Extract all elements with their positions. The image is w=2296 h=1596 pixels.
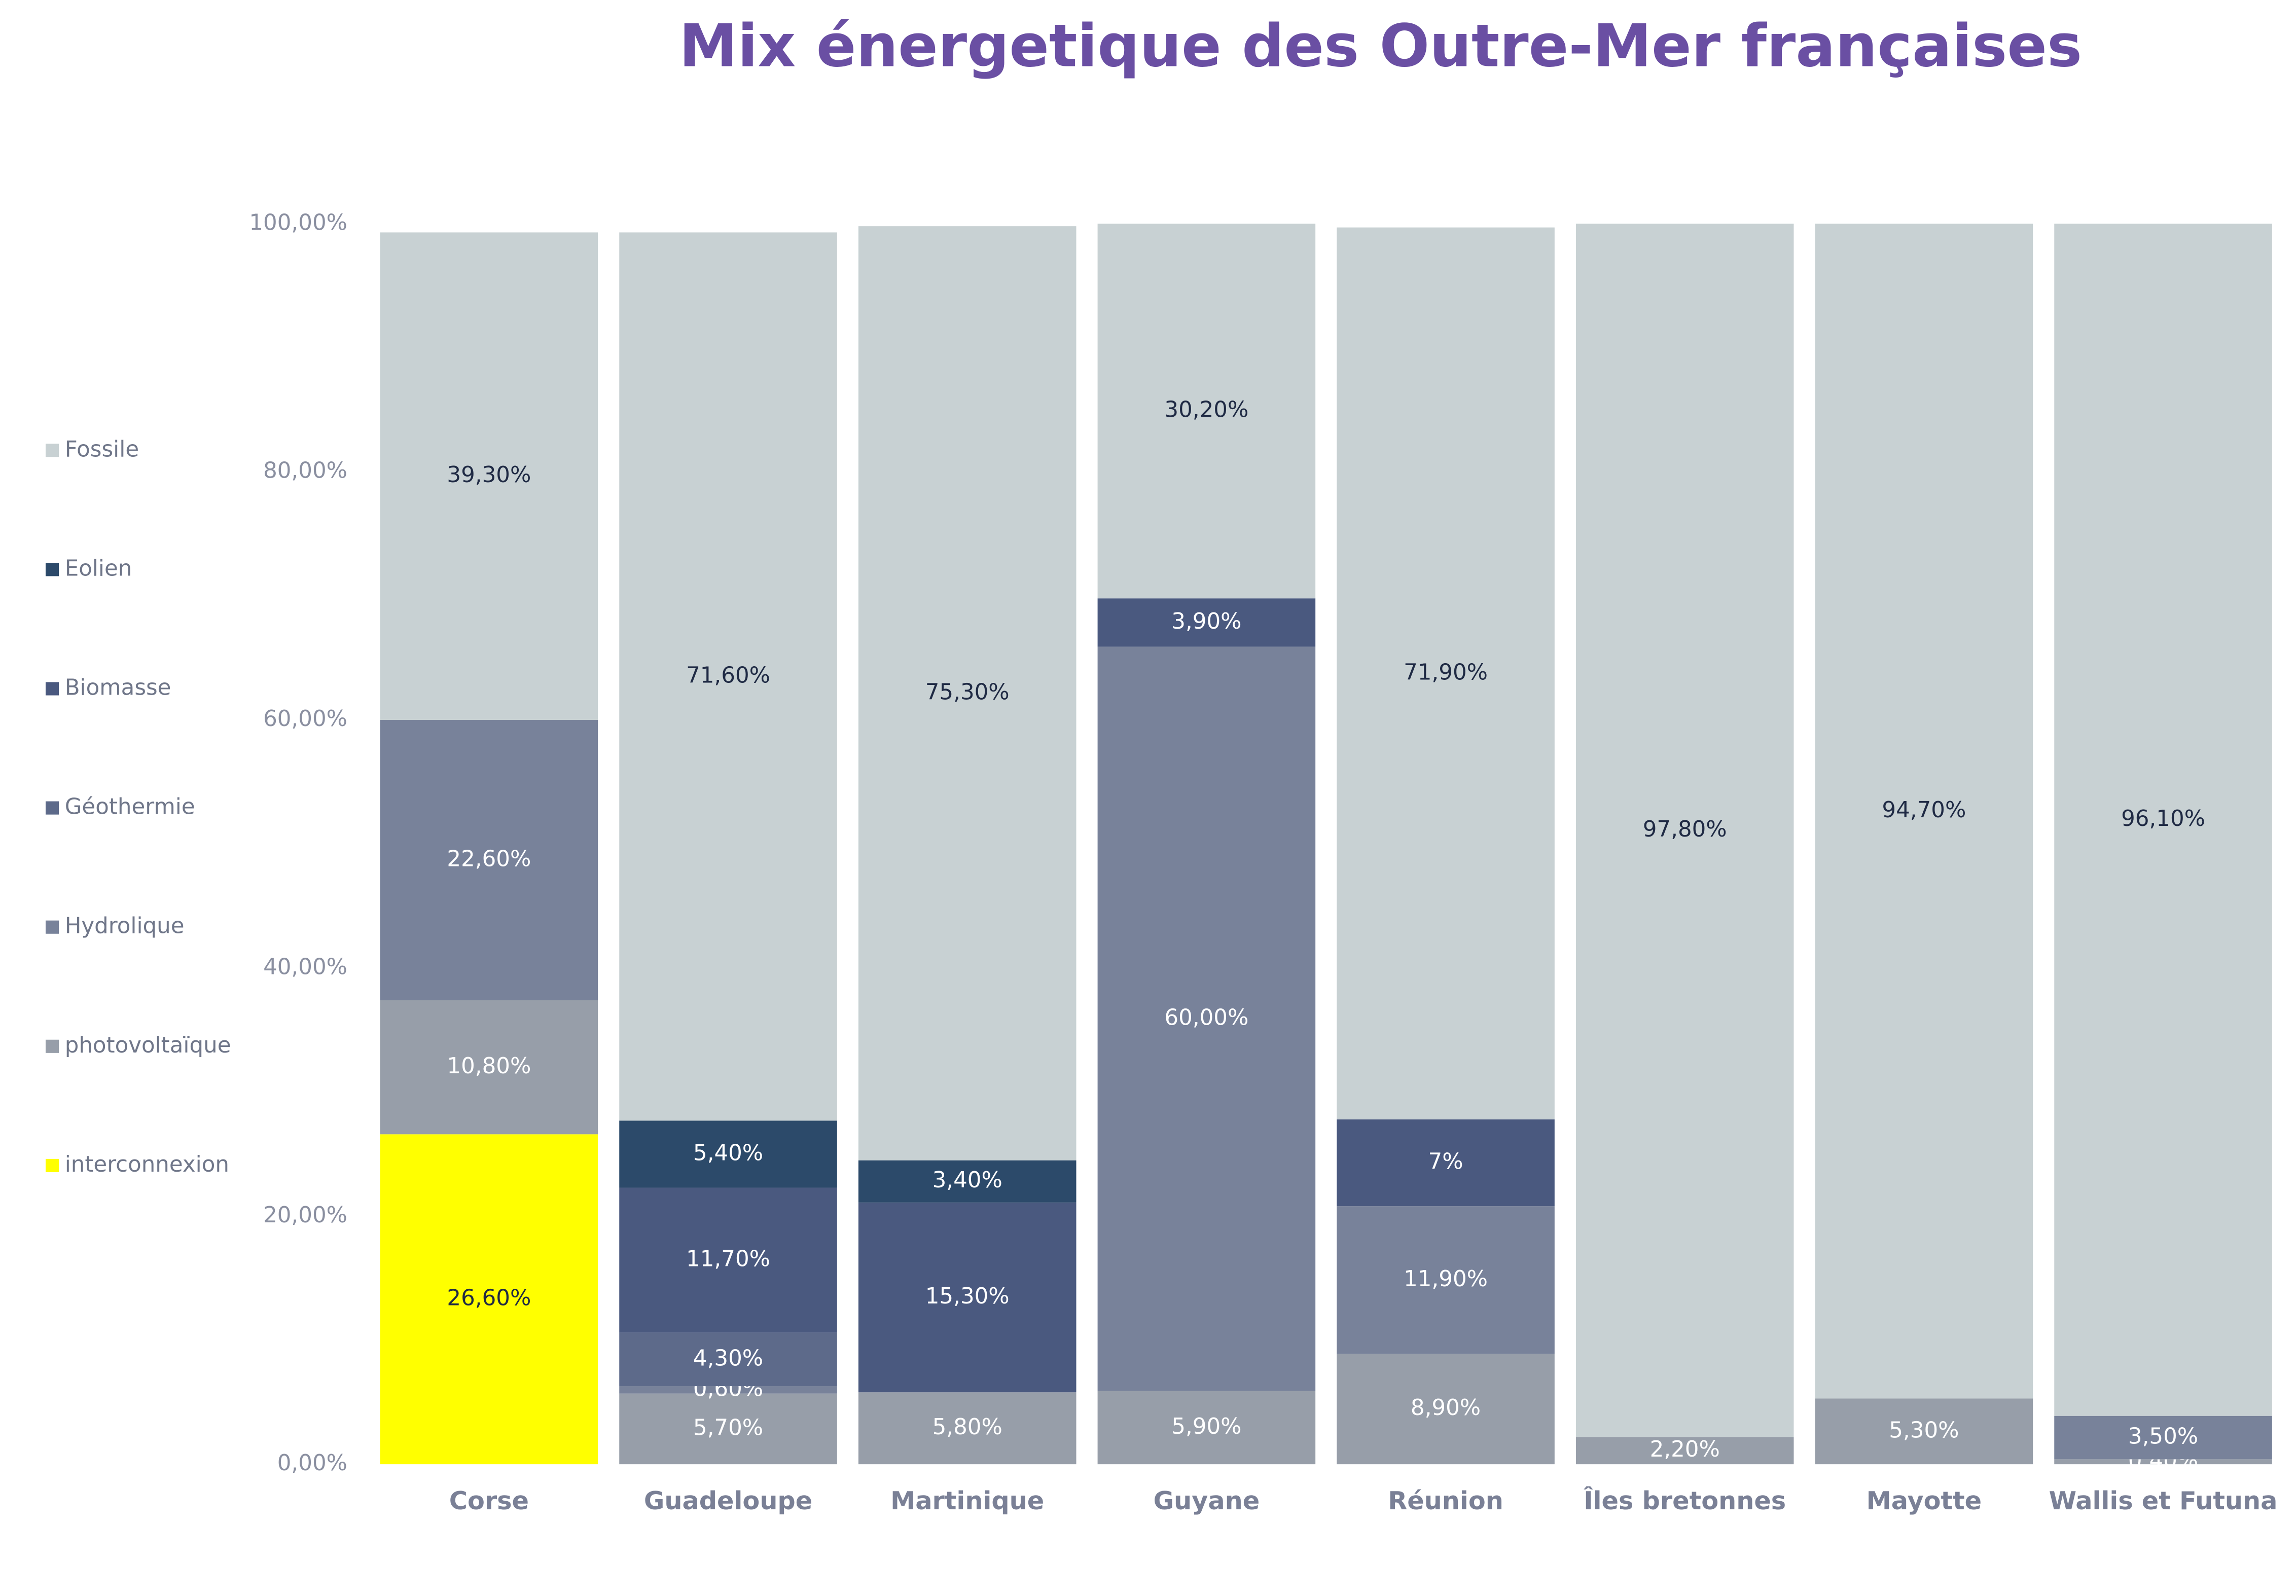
legend-label: Eolien — [65, 556, 132, 581]
value-label: 3,90% — [1171, 609, 1241, 634]
bar-segment — [1575, 224, 1794, 1437]
value-label: 7% — [1428, 1149, 1463, 1175]
legend-label: Fossile — [65, 437, 139, 462]
value-label: 22,60% — [447, 847, 531, 872]
value-label: 26,60% — [447, 1286, 531, 1311]
value-label: 60,00% — [1164, 1005, 1248, 1031]
y-tick-label: 80,00% — [263, 458, 347, 484]
bar-segment — [2054, 224, 2272, 1416]
legend-label: photovoltaïque — [65, 1033, 231, 1058]
legend-swatch — [45, 1158, 59, 1172]
y-tick-label: 40,00% — [263, 954, 347, 980]
value-label: 8,90% — [1411, 1395, 1481, 1421]
bar-segment — [619, 232, 837, 1121]
bar-segment — [380, 232, 598, 720]
bar-segment — [619, 1120, 837, 1188]
x-tick-label: Réunion — [1388, 1486, 1503, 1515]
y-tick-label: 100,00% — [249, 210, 347, 235]
value-label: 2,20% — [1650, 1437, 1720, 1462]
legend-swatch — [45, 801, 59, 815]
value-label: 71,60% — [686, 663, 770, 688]
bar-segment — [1337, 1354, 1555, 1465]
x-tick-label: Îles bretonnes — [1584, 1485, 1786, 1515]
value-label: 94,70% — [1882, 797, 1966, 823]
legend-swatch — [45, 563, 59, 576]
legend-label: Géothermie — [65, 794, 195, 820]
x-tick-label: Corse — [449, 1486, 529, 1515]
legend-label: Biomasse — [65, 675, 171, 700]
bar-segment — [2054, 1416, 2272, 1460]
value-label: 71,90% — [1404, 660, 1488, 685]
value-label: 3,50% — [2128, 1424, 2198, 1449]
legend-swatch — [45, 444, 59, 457]
legend-label: Hydrolique — [65, 914, 185, 939]
x-tick-label: Mayotte — [1867, 1486, 1982, 1515]
x-tick-label: Martinique — [890, 1486, 1044, 1515]
bar-segment — [1815, 1398, 2033, 1465]
value-label: 10,80% — [447, 1054, 531, 1079]
value-label: 39,30% — [447, 462, 531, 488]
bar-segment — [858, 226, 1077, 1160]
bar-segment — [858, 1160, 1077, 1203]
value-label: 3,40% — [932, 1168, 1002, 1193]
bar-segment — [619, 1393, 837, 1465]
value-label: 97,80% — [1643, 817, 1727, 842]
bar-segment — [380, 1134, 598, 1465]
bar-segment — [1815, 224, 2033, 1399]
bar-segment — [1097, 1391, 1316, 1465]
x-tick-label: Guyane — [1154, 1486, 1260, 1515]
bar-segment — [858, 1392, 1077, 1465]
bar-segment — [1575, 1437, 1794, 1465]
bar-segment — [619, 1386, 837, 1394]
bar-segment — [2054, 1459, 2272, 1465]
bar-segment — [1097, 224, 1316, 599]
bar-segment — [1097, 646, 1316, 1391]
value-label: 5,80% — [932, 1414, 1002, 1440]
legend-swatch — [45, 1039, 59, 1053]
bar-segment — [619, 1332, 837, 1386]
bar-segment — [858, 1202, 1077, 1393]
bar-segment — [380, 720, 598, 1001]
bar-segment — [619, 1187, 837, 1333]
x-tick-label: Wallis et Futuna — [2049, 1486, 2278, 1515]
bar-segment — [1337, 1119, 1555, 1207]
chart-title: Mix énergetique des Outre-Mer françaises — [679, 12, 2082, 81]
bar-segment — [1337, 1206, 1555, 1354]
value-label: 96,10% — [2121, 806, 2205, 831]
bar-segment — [1337, 227, 1555, 1119]
value-label: 5,40% — [693, 1140, 763, 1166]
legend-swatch — [45, 920, 59, 934]
bar-segment — [380, 1000, 598, 1135]
x-tick-label: Guadeloupe — [644, 1486, 812, 1515]
legend-swatch — [45, 682, 59, 696]
y-tick-label: 0,00% — [277, 1450, 347, 1476]
bar-segment — [1097, 598, 1316, 647]
value-label: 75,30% — [925, 679, 1010, 705]
value-label: 5,90% — [1171, 1414, 1241, 1439]
value-label: 30,20% — [1164, 397, 1248, 423]
value-label: 15,30% — [925, 1284, 1010, 1309]
legend-label: interconnexion — [65, 1152, 229, 1177]
y-tick-label: 60,00% — [263, 706, 347, 732]
value-label: 4,30% — [693, 1346, 763, 1371]
value-label: 11,90% — [1404, 1266, 1488, 1292]
y-tick-label: 20,00% — [263, 1203, 347, 1228]
value-label: 5,30% — [1889, 1418, 1959, 1443]
value-label: 5,70% — [693, 1415, 763, 1440]
value-label: 11,70% — [686, 1247, 770, 1272]
